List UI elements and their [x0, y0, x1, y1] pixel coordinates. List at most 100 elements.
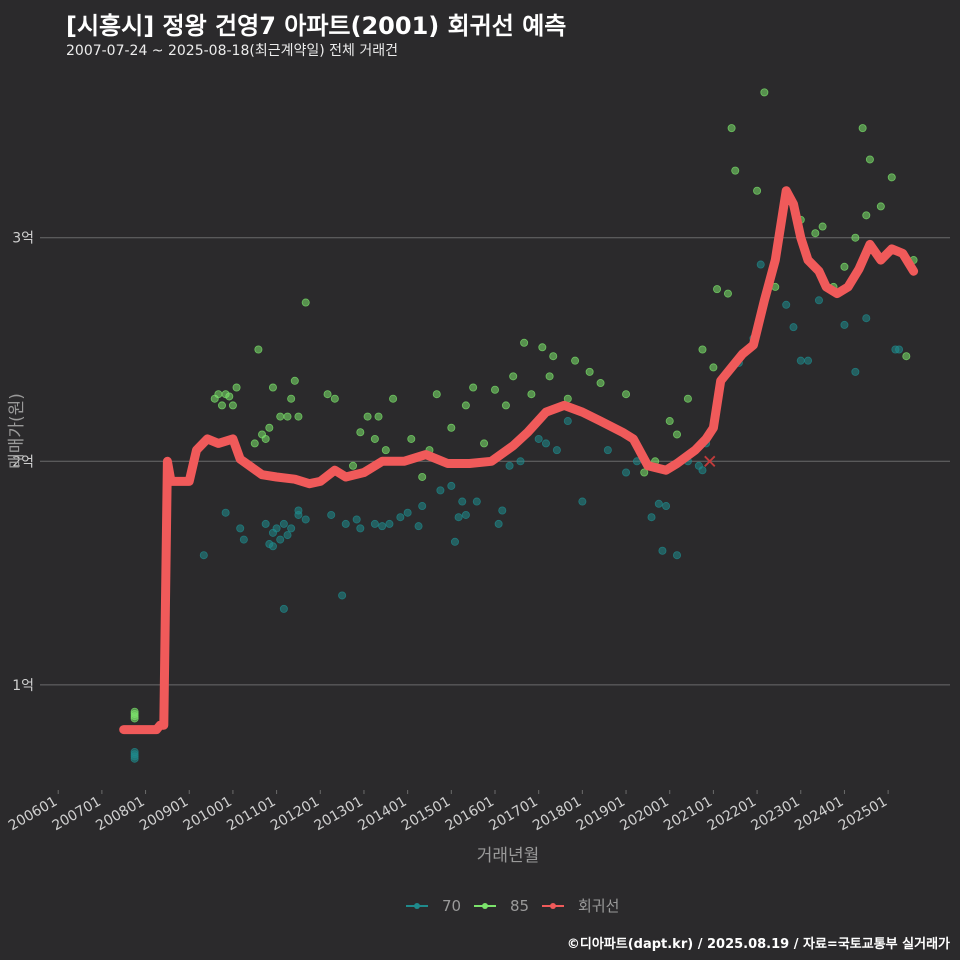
data-point-85 — [596, 379, 605, 388]
data-point-85 — [407, 434, 416, 443]
data-point-85 — [585, 367, 594, 376]
y-tick-label: 2억 — [12, 454, 34, 470]
data-point-70 — [578, 497, 587, 506]
data-point-70 — [603, 446, 612, 455]
data-point-85 — [363, 412, 372, 421]
x-tick-label: 201101 — [224, 794, 278, 835]
data-point-70 — [782, 300, 791, 309]
data-point-85 — [228, 401, 237, 410]
data-point-70 — [199, 551, 208, 560]
x-tick-label: 200801 — [93, 794, 147, 835]
data-point-70 — [436, 486, 445, 495]
chart-title: [시흥시] 정왕 건영7 아파트(2001) 회귀선 예측 — [66, 12, 567, 40]
data-point-70 — [796, 356, 805, 365]
legend: 70 85 회귀선 — [406, 897, 619, 915]
data-point-70 — [272, 524, 281, 533]
data-point-70 — [283, 531, 292, 540]
annotations — [704, 455, 716, 467]
data-point-85 — [432, 390, 441, 399]
data-point-85 — [370, 434, 379, 443]
data-point-70 — [261, 519, 270, 528]
data-point-85 — [356, 428, 365, 437]
data-point-70 — [418, 502, 427, 511]
data-point-70 — [673, 551, 682, 560]
data-point-85 — [709, 363, 718, 372]
data-point-85 — [294, 412, 303, 421]
x-tick-label: 202101 — [661, 794, 715, 835]
data-point-70 — [458, 497, 467, 506]
data-point-70 — [505, 461, 514, 470]
data-point-85 — [490, 385, 499, 394]
x-tick-label: 201601 — [443, 794, 497, 835]
data-point-85 — [268, 383, 277, 392]
data-point-70 — [862, 314, 871, 323]
data-point-85 — [571, 356, 580, 365]
data-point-85 — [287, 394, 296, 403]
data-point-85 — [381, 446, 390, 455]
y-axis-label: 매매가(원) — [7, 393, 27, 469]
data-point-85 — [301, 298, 310, 307]
data-point-70 — [895, 345, 904, 354]
data-point-85 — [323, 390, 332, 399]
data-point-85 — [283, 412, 292, 421]
x-tick-label: 201501 — [399, 794, 453, 835]
data-point-85 — [527, 390, 536, 399]
data-point-70 — [352, 515, 361, 524]
data-point-85 — [480, 439, 489, 448]
data-point-85 — [640, 468, 649, 477]
regression-line — [119, 186, 919, 735]
x-axis-label: 거래년월 — [477, 846, 540, 866]
legend-label: 85 — [510, 897, 529, 915]
data-point-85 — [851, 233, 860, 242]
legend-label: 회귀선 — [578, 897, 619, 915]
data-point-70 — [647, 513, 656, 522]
data-point-70 — [327, 510, 336, 519]
data-point-85 — [520, 338, 529, 347]
data-point-85 — [418, 472, 427, 481]
data-point-85 — [723, 289, 732, 298]
data-point-70 — [341, 519, 350, 528]
data-point-85 — [549, 352, 558, 361]
data-point-70 — [622, 468, 631, 477]
data-point-85 — [840, 262, 849, 271]
data-point-85 — [698, 345, 707, 354]
data-point-70 — [239, 535, 248, 544]
data-point-70 — [789, 323, 798, 332]
data-point-70 — [516, 457, 525, 466]
data-point-70 — [287, 524, 296, 533]
y-axis-ticks: 1억 2억 3억 — [12, 231, 34, 694]
data-point-70 — [301, 515, 310, 524]
data-points — [130, 88, 918, 763]
data-point-85 — [330, 394, 339, 403]
data-point-85 — [254, 345, 263, 354]
x-tick-label: 202201 — [705, 794, 759, 835]
data-point-70 — [563, 417, 572, 426]
data-point-85 — [509, 372, 518, 381]
data-point-70 — [370, 519, 379, 528]
data-point-85 — [665, 417, 674, 426]
y-tick-label: 3억 — [12, 231, 34, 247]
data-point-85 — [290, 376, 299, 385]
legend-label: 70 — [442, 897, 461, 915]
data-point-85 — [232, 383, 241, 392]
data-point-85 — [731, 166, 740, 175]
data-point-70 — [279, 604, 288, 613]
data-point-85 — [130, 707, 139, 716]
data-point-85 — [469, 383, 478, 392]
data-point-70 — [338, 591, 347, 600]
data-point-85 — [250, 439, 259, 448]
legend-item-70: 70 — [406, 897, 461, 915]
data-point-70 — [454, 513, 463, 522]
data-point-85 — [887, 173, 896, 182]
data-point-85 — [862, 211, 871, 220]
x-tick-label: 202301 — [748, 794, 802, 835]
data-point-85 — [447, 423, 456, 432]
x-tick-label: 201901 — [574, 794, 628, 835]
data-point-70 — [654, 499, 663, 508]
data-point-85 — [501, 401, 510, 410]
data-point-70 — [534, 434, 543, 443]
x-tick-label: 201001 — [181, 794, 235, 835]
data-point-85 — [374, 412, 383, 421]
x-axis-ticks: 2006012007012008012009012010012011012012… — [6, 790, 890, 834]
